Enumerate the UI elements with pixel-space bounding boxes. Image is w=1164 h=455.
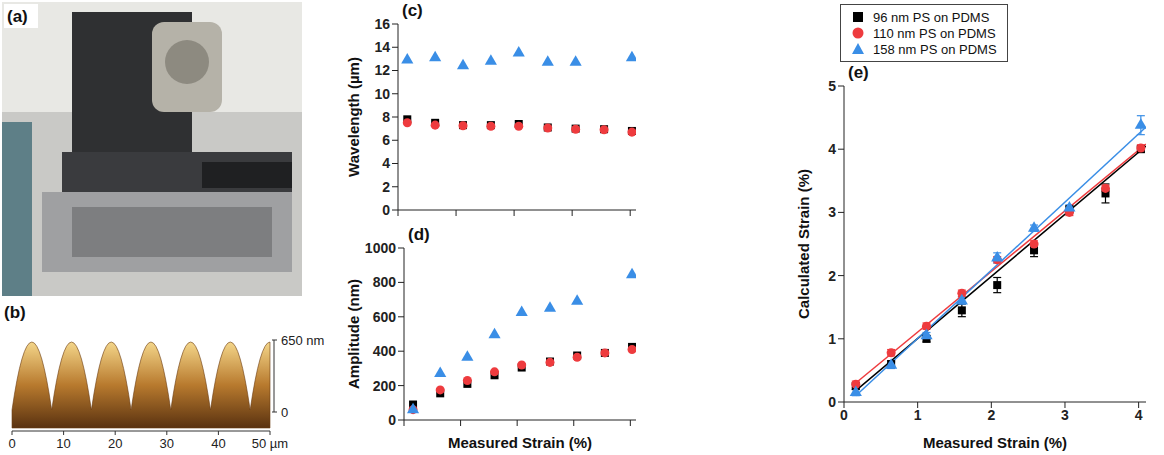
svg-text:0: 0 [388,412,396,428]
svg-text:600: 600 [373,309,397,325]
html-text:(c): (c) [402,1,423,20]
svg-text:1: 1 [914,407,922,423]
svg-text:400: 400 [373,343,397,359]
svg-text:4: 4 [382,155,390,171]
svg-text:5: 5 [828,78,836,94]
html-text:(e): (e) [848,63,869,82]
svg-text:10: 10 [56,436,70,451]
svg-text:2: 2 [382,179,390,195]
html-text:(d): (d) [408,225,430,244]
html-text:96 nm PS on PDMS: 96 nm PS on PDMS [873,9,990,25]
svg-text:3: 3 [828,204,836,220]
svg-text:16: 16 [374,16,390,32]
svg-text:14: 14 [374,39,390,55]
svg-text:0: 0 [840,407,848,423]
svg-text:8: 8 [382,109,390,125]
svg-text:0: 0 [281,405,288,420]
svg-text:4: 4 [828,141,836,157]
svg-text:30: 30 [160,436,174,451]
svg-text:4: 4 [1135,407,1143,423]
svg-text:1000: 1000 [365,240,396,256]
svg-text:800: 800 [373,274,397,290]
svg-text:(b): (b) [4,303,26,322]
svg-text:Measured Strain (%): Measured Strain (%) [923,434,1067,451]
html-text:158 nm PS on PDMS: 158 nm PS on PDMS [873,41,997,57]
svg-text:Calculated Strain (%): Calculated Strain (%) [795,169,812,319]
svg-text:Measured Strain (%): Measured Strain (%) [448,434,592,451]
svg-text:Wavelength (µm): Wavelength (µm) [345,57,362,177]
svg-text:50 µm: 50 µm [252,436,288,451]
svg-text:3: 3 [1061,407,1069,423]
svg-text:2: 2 [987,407,995,423]
html-text:110 nm PS on PDMS: 110 nm PS on PDMS [873,25,996,41]
svg-text:Amplitude (nm): Amplitude (nm) [345,279,362,389]
svg-text:650 nm: 650 nm [281,333,324,348]
svg-text:12: 12 [374,62,390,78]
svg-text:0: 0 [828,394,836,410]
svg-text:2: 2 [828,268,836,284]
svg-text:6: 6 [382,132,390,148]
svg-text:(a): (a) [7,7,28,26]
svg-text:20: 20 [108,436,122,451]
svg-text:1: 1 [828,331,836,347]
svg-text:0: 0 [8,436,15,451]
svg-text:200: 200 [373,378,397,394]
svg-text:10: 10 [374,86,390,102]
svg-text:0: 0 [382,202,390,218]
svg-text:40: 40 [211,436,225,451]
